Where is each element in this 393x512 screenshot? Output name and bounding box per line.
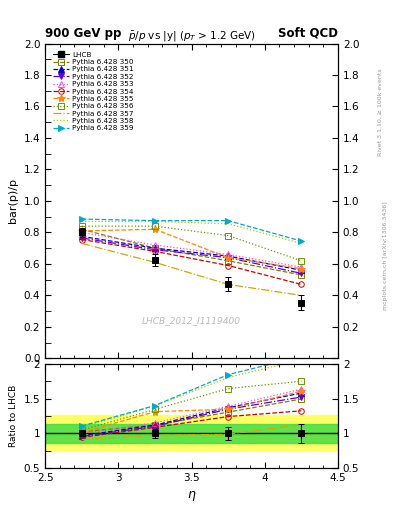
Y-axis label: bar(p)/p: bar(p)/p [8, 179, 18, 223]
X-axis label: $\eta$: $\eta$ [187, 489, 196, 503]
Text: mcplots.cern.ch [arXiv:1306.3436]: mcplots.cern.ch [arXiv:1306.3436] [384, 202, 388, 310]
Bar [45, 424, 338, 442]
Title: $\bar{p}/p$ vs |y| ($p_{T}$ > 1.2 GeV): $\bar{p}/p$ vs |y| ($p_{T}$ > 1.2 GeV) [128, 29, 255, 44]
Text: Rivet 3.1.10, ≥ 100k events: Rivet 3.1.10, ≥ 100k events [378, 69, 383, 157]
Y-axis label: Ratio to LHCB: Ratio to LHCB [9, 385, 18, 447]
Text: LHCB_2012_I1119400: LHCB_2012_I1119400 [142, 316, 241, 325]
Legend: LHCB, Pythia 6.428 350, Pythia 6.428 351, Pythia 6.428 352, Pythia 6.428 353, Py: LHCB, Pythia 6.428 350, Pythia 6.428 351… [50, 49, 136, 134]
Text: 900 GeV pp: 900 GeV pp [45, 27, 121, 40]
Bar [45, 415, 338, 450]
Text: Soft QCD: Soft QCD [278, 27, 338, 40]
